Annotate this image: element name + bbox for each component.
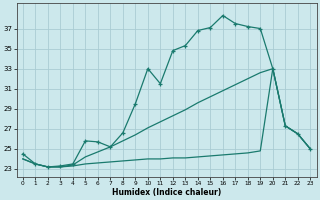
X-axis label: Humidex (Indice chaleur): Humidex (Indice chaleur) [112, 188, 221, 197]
